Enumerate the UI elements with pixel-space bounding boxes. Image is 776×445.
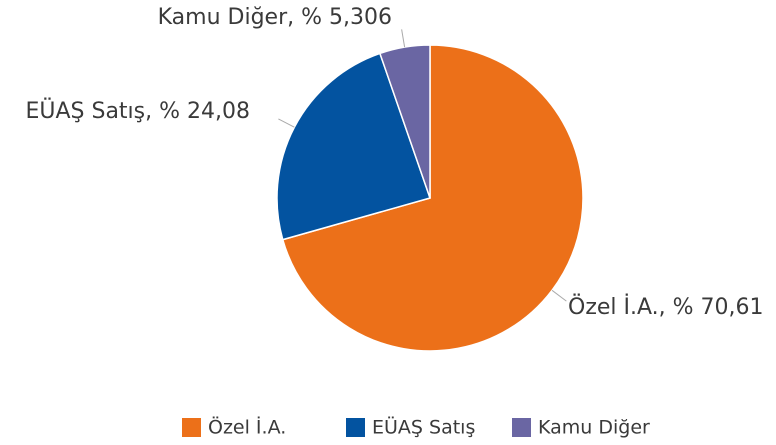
legend-swatch [512,418,531,437]
leader-line [551,289,567,302]
legend-label: Özel İ.A. [208,416,286,439]
data-label: Kamu Diğer, % 5,306 [158,5,392,30]
pie-slice [378,44,431,199]
legend-label: EÜAŞ Satış [372,416,475,439]
data-label: Özel İ.A., % 70,61 [568,294,764,320]
data-label: EÜAŞ Satış, % 24,08 [25,98,250,124]
pie-slice [281,44,584,352]
legend-swatch [182,418,201,437]
leader-line [401,29,406,48]
leader-line [278,118,295,128]
legend-swatch [346,418,365,437]
pie-slice [276,52,431,241]
legend-label: Kamu Diğer [538,417,650,439]
